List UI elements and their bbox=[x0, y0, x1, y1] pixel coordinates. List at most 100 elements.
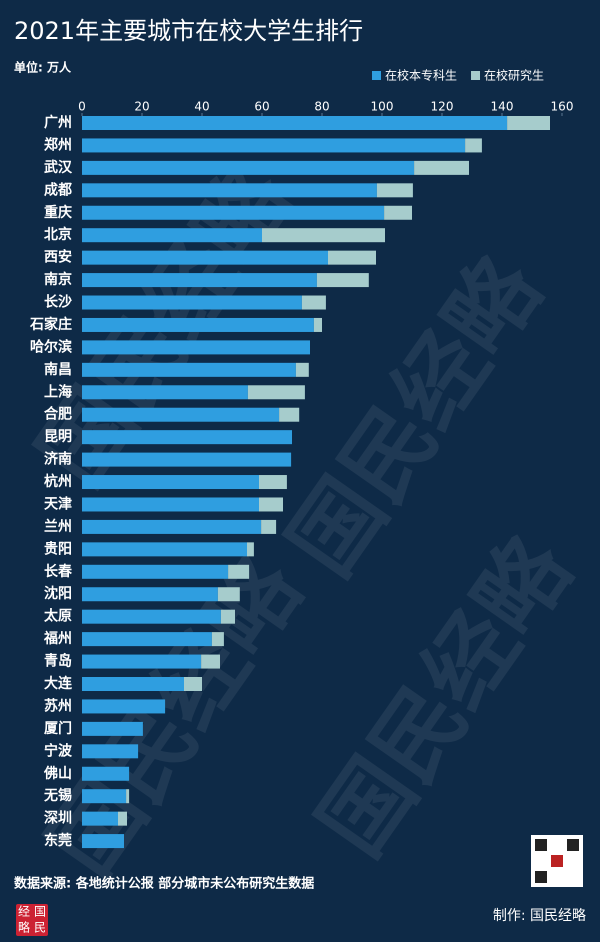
bar-segment bbox=[82, 116, 508, 130]
logo-char: 民 bbox=[34, 921, 46, 935]
bar-segment bbox=[82, 362, 296, 377]
y-tick-label: 昆明 bbox=[44, 429, 72, 445]
bar-segment bbox=[301, 295, 326, 310]
bar-segment bbox=[211, 632, 224, 647]
bar-segment bbox=[82, 564, 229, 579]
bar-segment bbox=[82, 183, 377, 198]
y-tick-label: 郑州 bbox=[44, 136, 72, 153]
bar-segment bbox=[313, 317, 322, 332]
y-tick-label: 哈尔滨 bbox=[30, 338, 72, 355]
y-tick-label: 沈阳 bbox=[44, 585, 72, 602]
bar-segment bbox=[82, 632, 212, 647]
x-tick-label: 160 bbox=[551, 100, 574, 114]
bar-segment bbox=[82, 721, 143, 736]
x-tick-label: 40 bbox=[194, 100, 209, 114]
bar-segment bbox=[82, 340, 310, 355]
bar-segment bbox=[279, 407, 300, 422]
bar-segment bbox=[82, 497, 259, 512]
bar-segment bbox=[82, 766, 130, 781]
y-tick-label: 成都 bbox=[44, 181, 72, 198]
y-tick-label: 厦门 bbox=[44, 720, 72, 737]
y-tick-label: 无锡 bbox=[43, 787, 72, 804]
bar-segment bbox=[201, 654, 220, 669]
bar-segment bbox=[228, 564, 250, 579]
bar-segment bbox=[82, 160, 415, 175]
bar-segment bbox=[82, 475, 259, 490]
y-tick-label: 东莞 bbox=[44, 832, 72, 849]
bar-segment bbox=[82, 317, 314, 332]
x-tick-label: 80 bbox=[314, 100, 329, 114]
y-tick-label: 贵阳 bbox=[44, 540, 72, 557]
subtitle: 单位: 万人 bbox=[14, 60, 72, 75]
bar-segment bbox=[82, 407, 280, 422]
bar-segment bbox=[414, 160, 469, 175]
bar-segment bbox=[82, 138, 466, 153]
logo-box bbox=[16, 904, 48, 936]
bar-segment bbox=[82, 228, 262, 243]
logo-char: 略 bbox=[18, 920, 30, 935]
y-tick-label: 苏州 bbox=[44, 697, 72, 714]
bar-segment bbox=[82, 699, 166, 714]
legend-swatch bbox=[372, 71, 381, 80]
y-tick-label: 北京 bbox=[44, 226, 72, 243]
bar-segment bbox=[82, 609, 221, 624]
bar-segment bbox=[82, 587, 218, 602]
bar-segment bbox=[82, 250, 328, 265]
y-tick-label: 深圳 bbox=[44, 810, 72, 827]
bar-segment bbox=[82, 744, 139, 759]
bar-segment bbox=[82, 654, 202, 669]
y-tick-label: 长春 bbox=[44, 563, 73, 580]
bar-segment bbox=[247, 542, 254, 557]
y-tick-label: 石家庄 bbox=[29, 316, 72, 333]
bar-segment bbox=[82, 205, 385, 220]
y-tick-label: 重庆 bbox=[44, 204, 72, 221]
legend-label: 在校本专科生 bbox=[385, 68, 457, 83]
bar-segment bbox=[82, 789, 127, 804]
bar-segment bbox=[328, 250, 376, 265]
bar-segment bbox=[82, 677, 184, 691]
bar-segment bbox=[259, 475, 287, 490]
y-tick-label: 佛山 bbox=[43, 765, 72, 782]
y-tick-label: 天津 bbox=[44, 495, 72, 512]
x-tick-label: 60 bbox=[254, 100, 269, 114]
x-tick-label: 140 bbox=[491, 100, 514, 114]
bar-segment bbox=[316, 273, 369, 288]
y-tick-label: 合肥 bbox=[44, 406, 72, 423]
y-tick-label: 长沙 bbox=[44, 294, 72, 311]
source: 数据来源: 各地统计公报 部分城市未公布研究生数据 bbox=[14, 876, 314, 892]
x-tick-label: 20 bbox=[134, 100, 149, 114]
y-tick-label: 宁波 bbox=[44, 742, 73, 759]
qr-code bbox=[531, 835, 583, 887]
bar-segment bbox=[126, 789, 130, 804]
bar-segment bbox=[82, 811, 118, 826]
bar-segment bbox=[384, 205, 412, 220]
bar-segment bbox=[220, 609, 235, 624]
y-tick-label: 南京 bbox=[44, 271, 72, 288]
x-tick-label: 0 bbox=[78, 100, 86, 114]
y-tick-label: 济南 bbox=[44, 451, 72, 468]
y-tick-label: 杭州 bbox=[44, 473, 72, 490]
bar-segment bbox=[262, 228, 385, 243]
x-tick-label: 100 bbox=[371, 100, 394, 114]
legend-swatch bbox=[471, 71, 481, 80]
y-tick-label: 青岛 bbox=[44, 653, 72, 670]
bar-segment bbox=[247, 385, 305, 400]
bar-segment bbox=[261, 519, 277, 534]
y-tick-label: 大连 bbox=[44, 675, 73, 692]
y-tick-label: 太原 bbox=[44, 608, 72, 625]
bar-segment bbox=[376, 183, 413, 198]
y-tick-label: 武汉 bbox=[44, 159, 73, 176]
credit: 制作: 国民经略 bbox=[493, 908, 586, 924]
bar-segment bbox=[82, 295, 302, 310]
y-tick-label: 广州 bbox=[44, 114, 72, 131]
bar-segment bbox=[82, 430, 292, 445]
chart-title: 2021年主要城市在校大学生排行 bbox=[14, 17, 363, 45]
bar-segment bbox=[295, 362, 309, 377]
bar-segment bbox=[118, 811, 127, 826]
x-tick-label: 120 bbox=[431, 100, 454, 114]
y-tick-label: 南昌 bbox=[44, 361, 72, 378]
y-tick-label: 福州 bbox=[43, 630, 72, 647]
y-tick-label: 上海 bbox=[44, 383, 72, 400]
